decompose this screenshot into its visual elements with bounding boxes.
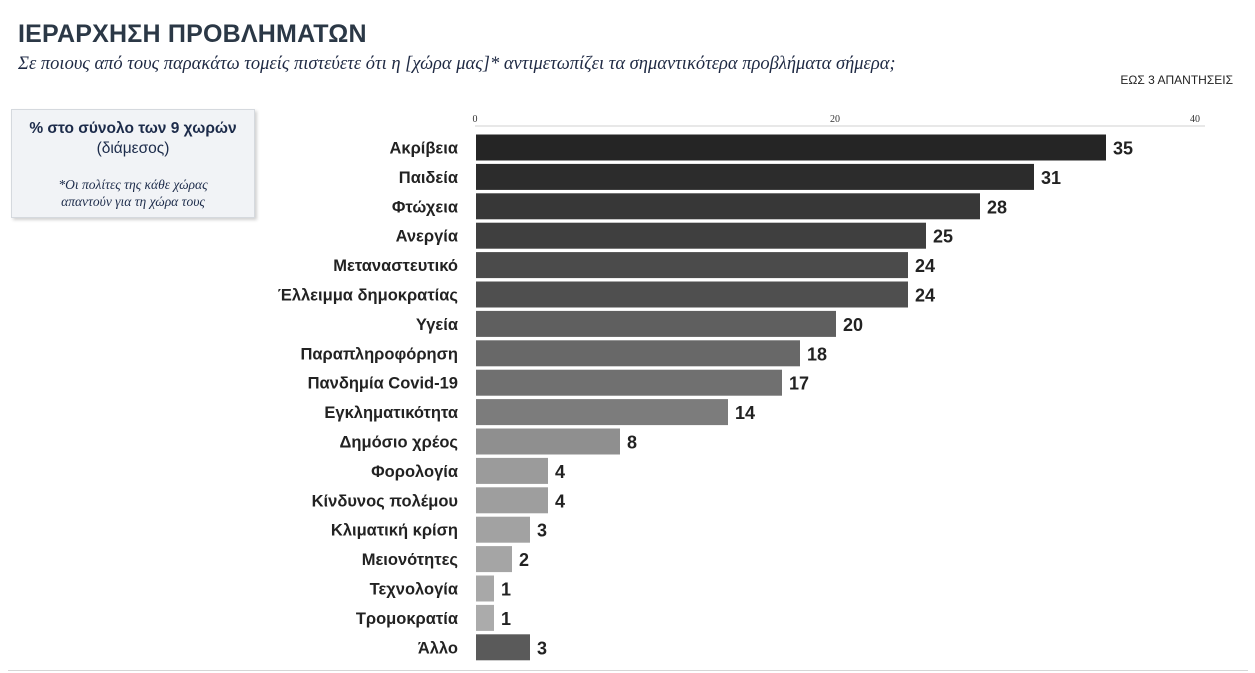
info-box-footnote-line2: απαντούν για τη χώρα τους xyxy=(61,194,205,209)
bottom-divider xyxy=(8,670,1248,671)
value-label: 24 xyxy=(915,256,935,276)
bar xyxy=(476,546,512,573)
value-label: 24 xyxy=(915,286,935,306)
value-label: 20 xyxy=(843,315,863,335)
category-label: Ακρίβεια xyxy=(389,140,458,158)
category-label: Εγκληματικότητα xyxy=(324,404,458,422)
info-box: % στο σύνολο των 9 χωρών (διάμεσος) *Οι … xyxy=(11,109,255,218)
value-label: 14 xyxy=(735,403,755,423)
value-label: 18 xyxy=(807,344,827,364)
x-tick-label: 40 xyxy=(1190,114,1200,125)
bar xyxy=(476,428,620,455)
value-label: 4 xyxy=(555,462,565,482)
bar xyxy=(476,281,908,308)
bar xyxy=(476,193,980,220)
bar xyxy=(476,163,1034,190)
category-label: Φτώχεια xyxy=(392,198,458,216)
value-label: 35 xyxy=(1113,139,1133,159)
page-subtitle: Σε ποιους από τους παρακάτω τομείς πιστε… xyxy=(18,54,896,74)
bar xyxy=(476,575,494,602)
category-label: Τρομοκρατία xyxy=(356,610,458,628)
value-label: 17 xyxy=(789,374,809,394)
category-label: Μειονότητες xyxy=(362,551,458,569)
bar xyxy=(476,487,548,514)
responses-note: ΕΩΣ 3 ΑΠΑΝΤΗΣΕΙΣ xyxy=(1120,73,1233,87)
x-tick-label: 0 xyxy=(473,114,478,125)
category-label: Δημόσιο χρέος xyxy=(340,434,458,452)
info-box-statistic: (διάμεσος) xyxy=(96,140,170,157)
value-label: 2 xyxy=(519,550,529,570)
info-box-measure: % στο σύνολο των 9 χωρών xyxy=(29,120,237,137)
category-label: Μεταναστευτικό xyxy=(333,257,458,275)
value-label: 3 xyxy=(537,521,547,541)
category-label: Κλιματική κρίση xyxy=(331,522,458,540)
value-label: 28 xyxy=(987,197,1007,217)
page-title: ΙΕΡΑΡΧΗΣΗ ΠΡΟΒΛΗΜΑΤΩΝ xyxy=(18,20,367,48)
value-label: 4 xyxy=(555,491,565,511)
bar xyxy=(476,369,782,396)
bar xyxy=(476,134,1106,161)
bar xyxy=(476,222,926,249)
value-label: 3 xyxy=(537,638,547,658)
category-label: Κίνδυνος πολέμου xyxy=(312,492,458,510)
category-label: Έλλειμμα δημοκρατίας xyxy=(278,287,458,305)
bar xyxy=(476,399,728,426)
x-tick-label: 20 xyxy=(830,114,840,125)
value-label: 1 xyxy=(501,609,511,629)
value-label: 31 xyxy=(1041,168,1061,188)
bar xyxy=(476,252,908,279)
category-label: Παιδεία xyxy=(399,169,458,187)
category-label: Ανεργία xyxy=(396,228,458,246)
value-label: 1 xyxy=(501,580,511,600)
bar xyxy=(476,310,836,337)
value-label: 25 xyxy=(933,227,953,247)
category-label: Παραπληροφόρηση xyxy=(300,345,458,363)
bar xyxy=(476,457,548,484)
info-box-footnote: *Οι πολίτες της κάθε χώρας απαντούν για … xyxy=(12,176,254,210)
category-label: Υγεία xyxy=(416,316,458,334)
info-box-footnote-line1: *Οι πολίτες της κάθε χώρας xyxy=(58,177,208,192)
category-label: Τεχνολογία xyxy=(370,581,458,599)
category-label: Πανδημία Covid-19 xyxy=(308,375,458,393)
bar xyxy=(476,516,530,543)
bar xyxy=(476,604,494,631)
value-label: 8 xyxy=(627,433,637,453)
bar xyxy=(476,340,800,367)
category-label: Φορολογία xyxy=(371,463,458,481)
category-label: Άλλο xyxy=(418,639,458,657)
bar xyxy=(476,634,530,661)
